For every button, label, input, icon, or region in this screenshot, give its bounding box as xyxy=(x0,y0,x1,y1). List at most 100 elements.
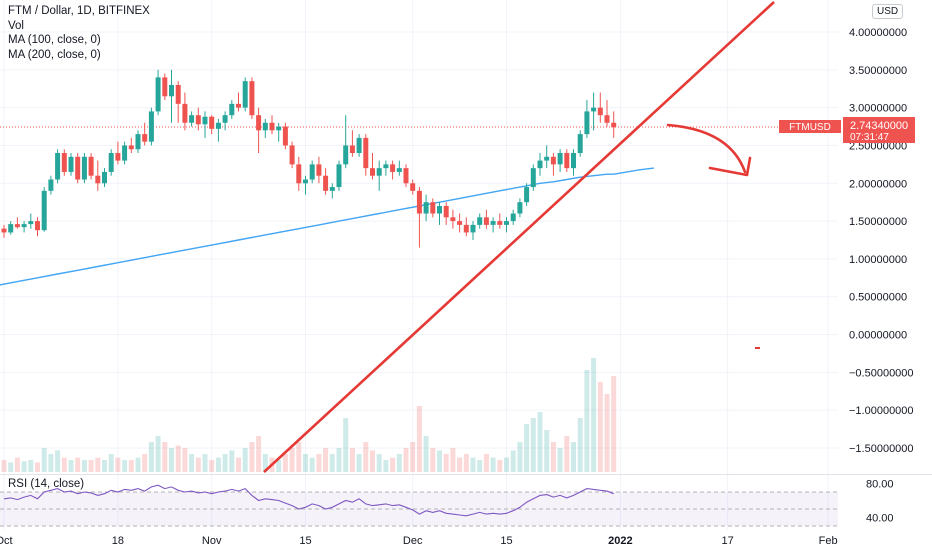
volume-bar xyxy=(356,454,362,472)
chart-legend: FTM / Dollar, 1D, BITFINEX Vol MA (100, … xyxy=(8,4,150,62)
candle xyxy=(296,156,302,191)
candle xyxy=(276,122,282,142)
volume-bar xyxy=(383,460,389,472)
candle xyxy=(557,149,563,172)
volume-bar xyxy=(470,457,476,472)
candle xyxy=(483,209,489,229)
candle xyxy=(370,153,375,180)
candle xyxy=(68,153,74,176)
candle xyxy=(128,137,134,154)
candle-body xyxy=(222,115,228,123)
volume-bar xyxy=(510,450,516,472)
candle-body xyxy=(102,171,107,184)
volume-bar xyxy=(309,457,315,472)
candle-body xyxy=(597,107,603,116)
volume-bar xyxy=(443,454,449,472)
price-tick-label: −1.50000000 xyxy=(849,443,914,455)
volume-bar xyxy=(296,442,302,472)
candle xyxy=(356,134,362,157)
volume-bar xyxy=(236,457,241,472)
candle-body xyxy=(463,224,469,233)
time-axis[interactable]: Oct 18 Nov 15 Dec 15 2022 17 Feb xyxy=(0,535,838,547)
trend-line[interactable] xyxy=(263,1,775,473)
candle-body xyxy=(611,122,617,128)
candle-body xyxy=(68,156,74,172)
volume-bar xyxy=(611,376,617,472)
volume-bar xyxy=(215,457,221,472)
candle xyxy=(8,221,14,235)
time-tick-label: 17 xyxy=(721,535,733,547)
candle xyxy=(470,221,476,240)
candle-body xyxy=(390,164,396,172)
candle xyxy=(75,153,81,184)
candle-body xyxy=(510,213,516,222)
candle-body xyxy=(155,77,161,112)
time-tick-label: 18 xyxy=(112,535,124,547)
candle xyxy=(262,118,268,138)
candle xyxy=(530,164,536,191)
price-axis[interactable]: 4.00000000 3.50000000 3.00000000 2.50000000… xyxy=(849,27,914,525)
volume-bar xyxy=(88,460,94,472)
candle-body xyxy=(88,156,94,176)
price-badge: FTMUSD 2.74340000 07:31:47 xyxy=(779,117,915,143)
candle-body xyxy=(169,84,174,97)
candle xyxy=(604,100,610,127)
arrow-head xyxy=(708,156,752,177)
candle-body xyxy=(530,168,536,188)
candle-body xyxy=(55,153,61,180)
volume-bar xyxy=(148,442,154,472)
price-tick-label: 4.00000000 xyxy=(849,27,907,39)
currency-button[interactable]: USD xyxy=(872,4,904,19)
candles[interactable] xyxy=(1,69,617,248)
candle xyxy=(142,122,148,146)
candle-body xyxy=(148,111,154,142)
time-tick-label: 2022 xyxy=(608,535,632,547)
volume-bar xyxy=(343,418,349,472)
candle-body xyxy=(276,126,282,131)
candle xyxy=(524,183,530,206)
candle-body xyxy=(249,81,255,116)
candle xyxy=(202,111,208,138)
volume-bar xyxy=(504,457,509,472)
candle-body xyxy=(490,221,496,225)
candle-body xyxy=(323,175,329,191)
candle xyxy=(155,69,161,116)
candle xyxy=(209,115,215,135)
candle xyxy=(236,92,241,112)
volume-bar xyxy=(249,442,255,472)
candle xyxy=(88,153,94,180)
candle-body xyxy=(430,202,436,214)
volume-bar xyxy=(195,457,201,472)
candle-body xyxy=(175,84,181,104)
candle-body xyxy=(423,202,429,214)
volume-bar xyxy=(349,448,355,472)
volume-bar xyxy=(182,448,188,472)
candle xyxy=(182,92,188,131)
volume-bar xyxy=(35,462,40,472)
volume-bar xyxy=(597,382,603,472)
candle xyxy=(329,183,335,199)
candle-body xyxy=(550,156,556,165)
candle-body xyxy=(524,187,530,203)
volume-bar xyxy=(48,454,54,472)
volume-bar xyxy=(497,460,503,472)
price-tick-label: 1.00000000 xyxy=(849,254,907,266)
legend-ma200: MA (200, close, 0) xyxy=(8,48,101,61)
volume-bar xyxy=(55,450,61,472)
candle-body xyxy=(289,145,295,165)
volume-bar xyxy=(363,442,369,472)
candle xyxy=(222,111,228,131)
volume-bar xyxy=(517,442,523,472)
volume-bar xyxy=(41,448,47,472)
candle-body xyxy=(470,224,476,233)
volume-bar xyxy=(591,358,597,472)
candle xyxy=(175,81,181,123)
candle xyxy=(108,149,114,176)
candle-body xyxy=(21,224,27,228)
candle-body xyxy=(14,224,20,228)
candle xyxy=(550,153,556,176)
volume-bar xyxy=(276,460,282,472)
projection-arrow[interactable] xyxy=(666,123,747,174)
candle-body xyxy=(584,111,590,135)
